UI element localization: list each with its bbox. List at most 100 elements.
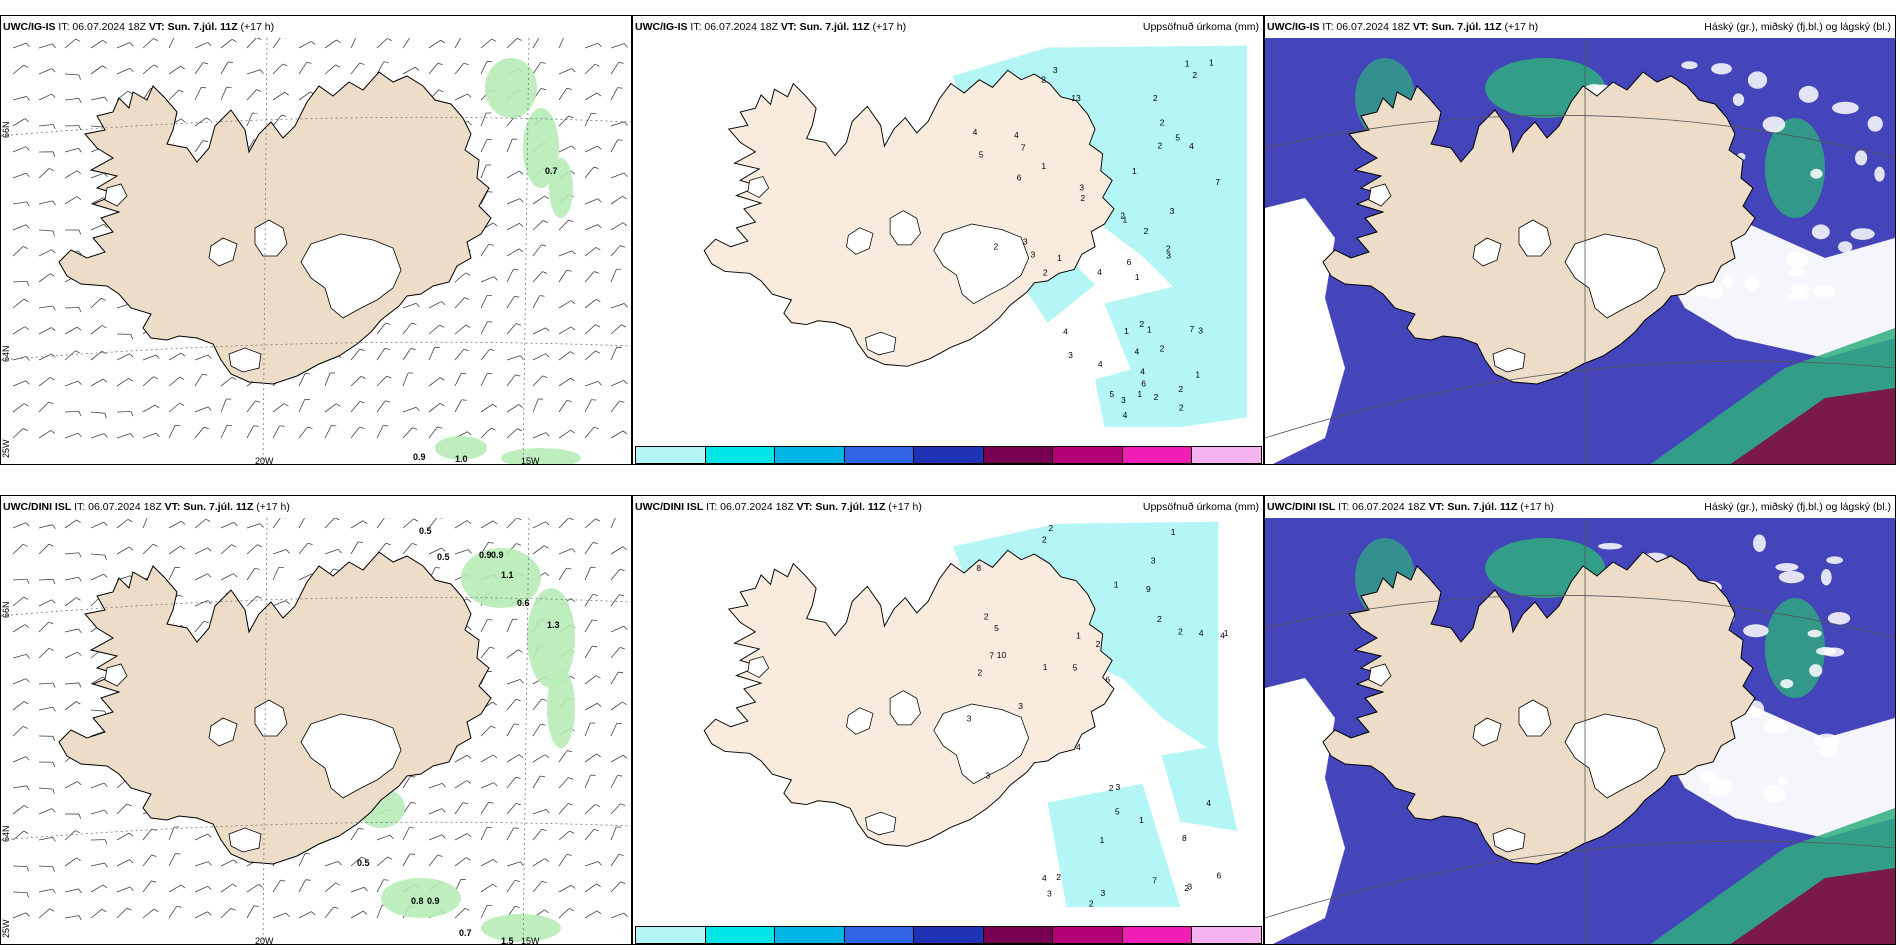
lat-label: 64N	[1, 825, 11, 842]
colorbar-label: 25	[770, 944, 780, 945]
wind-max-value: 0.9	[427, 896, 440, 906]
precip-value: 4	[1097, 267, 1102, 277]
precip-value: 2	[1139, 319, 1144, 329]
precip-value: 2	[993, 242, 998, 252]
precip-value: 1	[1076, 631, 1081, 641]
precip-value: 1	[1057, 253, 1062, 263]
precip-value: 4	[1123, 410, 1128, 420]
precip-value: 5	[1175, 133, 1180, 143]
wind-map: 66N 64N 25W 20W 15W 0.7 0.9 1.0	[1, 38, 631, 465]
precip-value: 4	[1014, 130, 1019, 140]
wind-max-value: 0.7	[545, 166, 558, 176]
precip-value: 10	[997, 650, 1007, 660]
precip-value: 1	[1195, 370, 1200, 380]
precip-value: 2	[1144, 226, 1149, 236]
precip-value: 4	[1063, 326, 1068, 336]
panel-header: UWC/IG-IS IT: 06.07.2024 18Z VT: Sun. 7.…	[635, 21, 1259, 33]
colorbar-swatch	[1191, 446, 1262, 464]
precip-value: 3	[1116, 782, 1121, 792]
precip-value: 6	[1216, 870, 1221, 880]
precip-value: 3	[1053, 65, 1058, 75]
colorbar-swatch	[843, 446, 915, 464]
cloud-map	[1265, 518, 1895, 944]
colorbar-label: 100	[979, 464, 994, 465]
precip-value: 5	[1115, 807, 1120, 817]
precip-value: 1	[1100, 835, 1105, 845]
precip-value: 1	[1147, 324, 1152, 334]
colorbar-swatch	[843, 926, 915, 944]
colorbar-swatch	[1121, 446, 1193, 464]
precip-value: 2	[1120, 210, 1125, 220]
wind-max-value: 0.9	[479, 550, 492, 560]
panel-cloud-igis: UWC/IG-IS IT: 06.07.2024 18Z VT: Sun. 7.…	[1264, 15, 1896, 465]
colorbar-label: 150	[1048, 464, 1063, 465]
panel-header: UWC/DINI ISL IT: 06.07.2024 18Z VT: Sun.…	[635, 501, 1259, 513]
colorbar-swatch	[635, 446, 706, 464]
precip-value: 6	[1141, 379, 1146, 389]
precip-value: 2	[1179, 402, 1184, 412]
colorbar-swatch	[1052, 926, 1123, 944]
colorbar-label: 50	[840, 944, 850, 945]
precip-value: 7	[1215, 177, 1220, 187]
colorbar-label: 25	[770, 464, 780, 465]
precip-value: 1	[1224, 628, 1229, 638]
panel-header: UWC/DINI ISL IT: 06.07.2024 18Z VT: Sun.…	[1267, 501, 1891, 513]
colorbar-label: 400	[1187, 464, 1202, 465]
precip-value: 1	[1132, 166, 1137, 176]
precip-value: 5	[1109, 389, 1114, 399]
wind-max-value: 0.9	[491, 550, 504, 560]
precip-value: 3	[1170, 206, 1175, 216]
precip-value: 1	[1185, 58, 1190, 68]
precip-value: 4	[1042, 873, 1047, 883]
colorbar-label: 75	[909, 464, 919, 465]
wind-max-value: 0.5	[419, 526, 432, 536]
precip-value: 3	[985, 771, 990, 781]
precip-value: 7	[1189, 324, 1194, 334]
precip-value: 3	[1101, 888, 1106, 898]
precip-value: 5	[1073, 662, 1078, 672]
precip-value: 4	[973, 127, 978, 137]
colorbar-label: 1	[636, 944, 641, 945]
colorbar-label: 75	[909, 944, 919, 945]
precip-value: 3	[1068, 350, 1073, 360]
precip-value: 3	[1047, 889, 1052, 899]
colorbar-label: 200	[1118, 944, 1133, 945]
precip-value: 2	[1089, 898, 1094, 908]
precip-value: 3	[1121, 395, 1126, 405]
colorbar-swatch	[704, 446, 776, 464]
cloud-map	[1265, 38, 1895, 464]
precip-value: 1	[1124, 326, 1129, 336]
precip-value: 2	[1043, 268, 1048, 278]
precip-value: 2	[1158, 141, 1163, 151]
precip-value: 7	[1021, 142, 1026, 152]
lon-label: 15W	[521, 936, 540, 945]
precip-value: 3	[1166, 250, 1171, 260]
precip-value: 9	[1146, 584, 1151, 594]
lon-label: 15W	[521, 456, 540, 465]
wind-max-value: 0.9	[413, 452, 426, 462]
precip-value: 7	[989, 650, 994, 660]
colorbar-label: 100	[979, 944, 994, 945]
precip-value: 1	[1135, 272, 1140, 282]
lon-label: 25W	[1, 919, 11, 938]
precip-value: 6	[1105, 674, 1110, 684]
wind-max-value: 1.0	[455, 454, 468, 464]
precip-value: 2	[1056, 872, 1061, 882]
panel-header: UWC/DINI ISL IT: 06.07.2024 18Z VT: Sun.…	[3, 501, 290, 513]
precip-value: 3	[967, 713, 972, 723]
precip-value: 3	[1018, 701, 1023, 711]
colorbar-swatch	[982, 926, 1054, 944]
precip-value: 6	[1127, 257, 1132, 267]
precip-value: 2	[1041, 75, 1046, 85]
precip-value: 4	[1098, 359, 1103, 369]
precip-value: 1	[1123, 215, 1128, 225]
lon-label: 20W	[255, 456, 274, 465]
precip-value: 4	[1134, 347, 1139, 357]
precip-value: 4	[1076, 742, 1081, 752]
precip-value: 3	[1023, 236, 1028, 246]
colorbar: 1 10 25 50 75 100 150 200 400	[635, 926, 1262, 945]
panel-precip-dini: UWC/DINI ISL IT: 06.07.2024 18Z VT: Sun.…	[632, 495, 1264, 945]
colorbar-swatch	[704, 926, 776, 944]
